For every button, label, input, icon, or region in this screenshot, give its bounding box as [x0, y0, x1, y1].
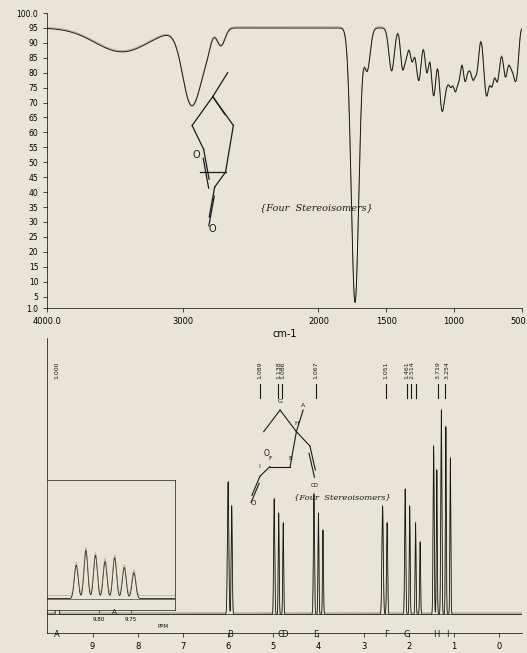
X-axis label: cm-1: cm-1 — [272, 329, 297, 340]
Text: O: O — [192, 150, 200, 160]
Text: B: B — [228, 629, 233, 639]
Text: O: O — [209, 224, 216, 234]
Text: A: A — [301, 403, 305, 407]
Text: 1.067: 1.067 — [314, 361, 319, 379]
Text: E: E — [288, 456, 292, 460]
Text: H: H — [294, 421, 299, 426]
Text: 3.719: 3.719 — [436, 361, 441, 379]
Text: F: F — [268, 456, 272, 460]
Text: 3.254: 3.254 — [445, 361, 450, 379]
Text: 1.138: 1.138 — [276, 361, 281, 379]
Text: A: A — [54, 629, 60, 639]
Text: E: E — [314, 629, 319, 639]
Text: I: I — [258, 464, 260, 469]
Text: F: F — [384, 629, 388, 639]
Text: I: I — [446, 629, 448, 639]
Text: O: O — [264, 449, 270, 458]
Text: 1.000: 1.000 — [54, 361, 60, 379]
Text: C: C — [277, 629, 283, 639]
Text: 1.086: 1.086 — [281, 361, 286, 379]
Text: G: G — [278, 399, 282, 404]
Text: CD: CD — [310, 483, 318, 488]
Text: O: O — [250, 500, 256, 505]
Text: D: D — [281, 629, 288, 639]
Text: 2.514: 2.514 — [410, 361, 415, 379]
Text: G: G — [403, 629, 410, 639]
Text: 1.051: 1.051 — [384, 361, 389, 379]
Text: 1.461: 1.461 — [404, 361, 409, 379]
Text: 1.089: 1.089 — [257, 361, 262, 379]
Text: {Four  Stereoisomers}: {Four Stereoisomers} — [294, 493, 391, 501]
Text: {Four  Stereoisomers}: {Four Stereoisomers} — [260, 203, 373, 212]
Text: H: H — [433, 629, 439, 639]
